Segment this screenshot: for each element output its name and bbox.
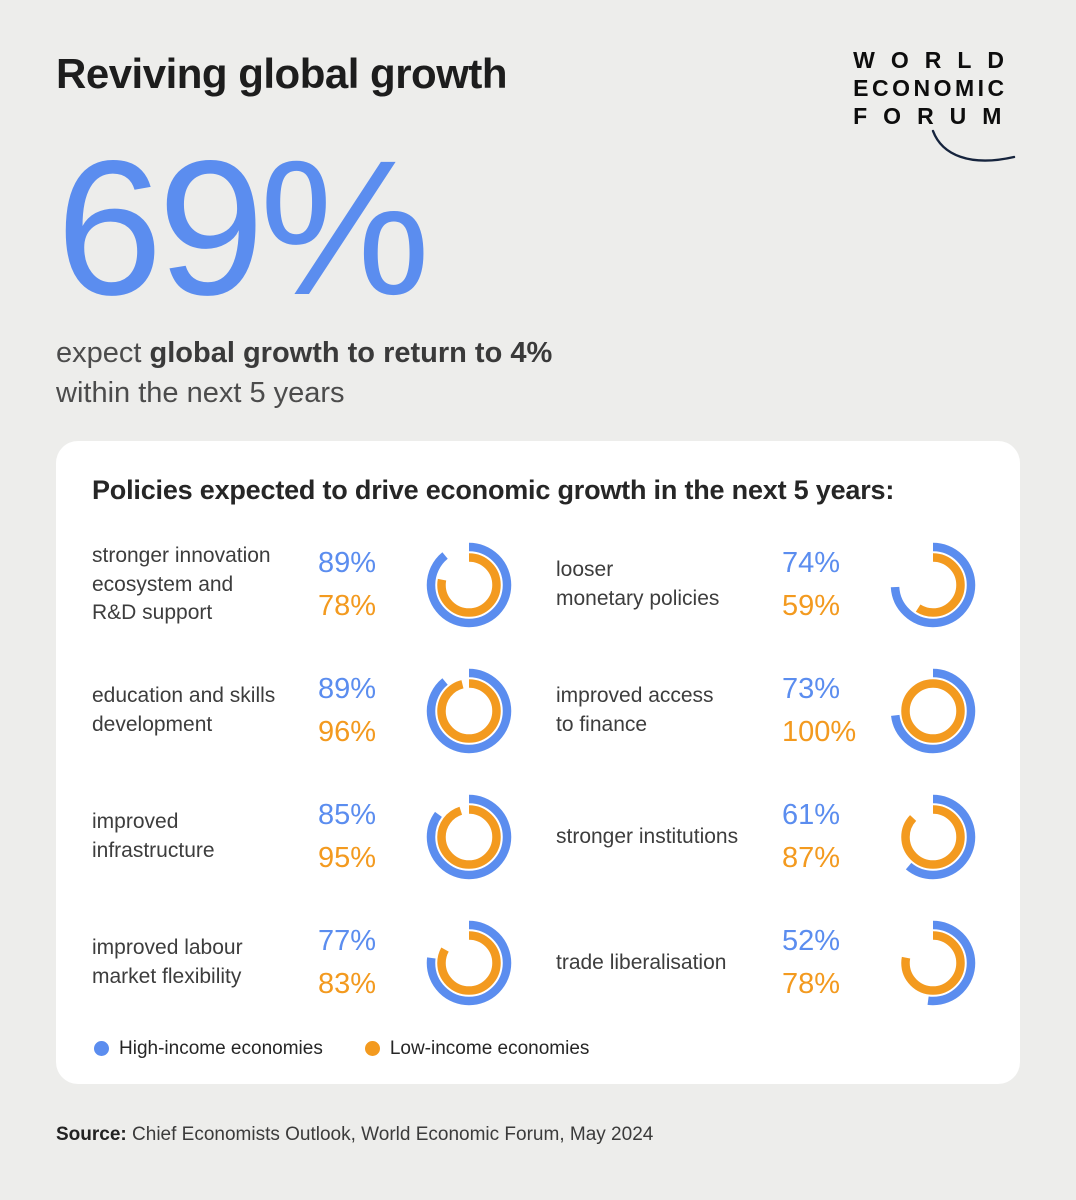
donut-chart [886,664,980,758]
high-income-value: 74% [782,546,841,579]
logo-line-world: WORLD [853,47,1020,73]
legend: High-income economies Low-income economi… [92,1038,984,1060]
high-income-value: 85% [318,798,377,831]
policy-label: improved access to finance [556,684,714,736]
source-line: Source: Chief Economists Outlook, World … [56,1124,1020,1146]
policy-item: improved infrastructure 85% 95% [92,778,520,896]
hero-section: 69% expect global growth to return to 4%… [0,120,1076,413]
high-income-value: 77% [318,924,377,957]
low-income-value: 96% [318,715,377,748]
policy-item: looser monetary policies 74% 59% [556,526,984,644]
donut-chart [886,538,980,632]
stat-caption-line2: within the next 5 years [56,376,345,409]
policy-item: education and skills development 89% 96% [92,652,520,770]
policy-label: improved labour market flexibility [92,936,243,988]
stat-caption-prefix: expect [56,336,150,369]
source-text: Chief Economists Outlook, World Economic… [132,1123,654,1145]
policy-item: trade liberalisation 52% 78% [556,904,984,1022]
high-income-value: 52% [782,924,841,957]
high-income-dot-icon [94,1041,109,1057]
stat-caption: expect global growth to return to 4% wit… [56,333,1020,413]
logo-swoosh-icon [931,130,1016,162]
low-income-value: 59% [782,589,841,622]
high-income-value: 89% [318,546,377,579]
big-stat: 69% [56,120,430,336]
policy-values: 89% 96% [318,672,408,748]
policy-values: 61% 87% [782,798,872,874]
policy-item: improved access to finance 73% 100% [556,652,984,770]
policy-label: trade liberalisation [556,950,727,974]
donut-chart [422,916,516,1010]
legend-label-high: High-income economies [119,1037,323,1059]
header: Reviving global growth WORLD ECONOMIC FO… [0,0,1076,162]
donut-chart [422,538,516,632]
policy-label: looser monetary policies [556,558,720,610]
policy-grid: stronger innovation ecosystem and R&D su… [92,526,984,1022]
policies-card: Policies expected to drive economic grow… [56,440,1020,1084]
policy-values: 74% 59% [782,546,872,622]
low-income-value: 83% [318,967,377,1000]
stat-caption-bold: global growth to return to 4% [149,336,553,369]
policy-values: 77% 83% [318,924,408,1000]
policy-values: 85% 95% [318,798,408,874]
wef-logo: WORLD ECONOMIC FORUM [853,46,1020,162]
policy-item: stronger innovation ecosystem and R&D su… [92,526,520,644]
policy-label: improved infrastructure [92,810,215,862]
donut-chart [886,916,980,1010]
policy-label: education and skills development [92,684,276,736]
logo-line-economic: ECONOMIC [853,75,1008,102]
legend-item-high-income: High-income economies [94,1038,323,1060]
legend-item-low-income: Low-income economies [364,1037,590,1060]
high-income-value: 61% [782,798,841,831]
high-income-value: 73% [782,672,841,705]
card-heading: Policies expected to drive economic grow… [92,474,895,505]
policy-item: improved labour market flexibility 77% 8… [92,904,520,1022]
page-title: Reviving global growth [56,50,508,97]
low-income-dot-icon [364,1041,380,1057]
policy-item: stronger institutions 61% 87% [556,778,984,896]
low-income-value: 87% [782,841,841,874]
donut-chart [422,790,516,884]
legend-label-low: Low-income economies [389,1037,590,1059]
policy-label: stronger innovation ecosystem and R&D su… [92,544,271,624]
high-income-value: 89% [318,672,377,705]
policy-label: stronger institutions [556,824,739,848]
policy-values: 89% 78% [318,546,408,622]
source-label: Source: [56,1123,127,1145]
donut-chart [886,790,980,884]
low-income-value: 78% [318,589,377,622]
low-income-value: 100% [782,715,857,748]
donut-chart [422,664,516,758]
logo-line-forum: FORUM [853,103,1018,130]
policy-values: 73% 100% [782,672,872,748]
policy-values: 52% 78% [782,924,872,1000]
low-income-value: 78% [782,967,841,1000]
low-income-value: 95% [318,841,377,874]
